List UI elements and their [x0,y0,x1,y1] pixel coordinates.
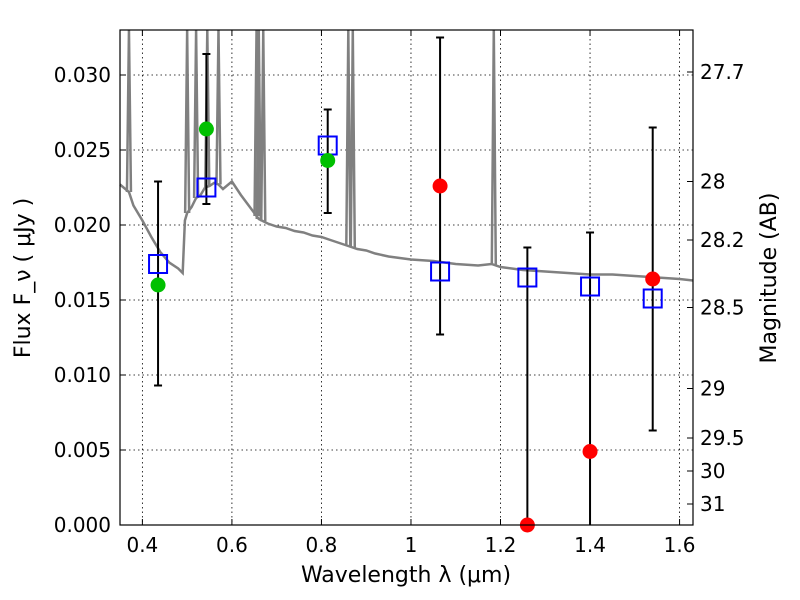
right-axis-ticks: 27.7 28 28.2 28.5 29 29.5 30 31 [687,60,745,516]
square-marker [148,254,169,274]
x-axis-label: Wavelength λ (μm) [301,563,511,588]
right-tick-label: 29.5 [700,426,745,450]
y-tick-label: 0.010 [54,363,111,387]
y-tick-label: 0.005 [54,438,111,462]
circle-marker [645,271,661,287]
square-marker [517,267,538,288]
data-markers [148,121,663,533]
square-marker [642,288,663,309]
circle-marker [198,121,214,137]
x-tick-label: 1.4 [574,533,606,557]
plot-frame [119,29,694,526]
y-tick-label: 0.000 [54,513,111,537]
right-tick-label: 28.2 [700,228,745,252]
circle-marker [432,178,448,194]
emission-spike [345,29,352,247]
circle-marker [320,153,336,168]
x-tick-label: 0.6 [216,533,248,557]
y-tick-label: 0.015 [54,288,111,312]
right-tick-label: 28.5 [700,296,745,320]
square-marker [430,261,451,282]
circle-marker [150,277,166,293]
y-tick-label: 0.030 [54,63,111,87]
right-tick-label: 28 [700,170,725,194]
x-axis-ticks: 0.4 0.6 0.8 1 1.2 1.4 1.6 [126,30,695,557]
y-axis-ticks: 0.000 0.005 0.010 0.015 0.020 0.025 0.030 [54,63,126,537]
right-tick-label: 27.7 [700,60,745,84]
emission-spike [192,29,200,199]
square-marker [580,276,601,297]
x-tick-label: 1.6 [664,533,696,557]
x-tick-label: 1.2 [485,533,517,557]
x-tick-label: 0.8 [306,533,338,557]
right-tick-label: 30 [700,459,725,483]
emission-spike [125,29,133,193]
right-tick-label: 29 [700,377,725,401]
square-marker [196,177,217,198]
right-tick-label: 31 [700,492,725,516]
emission-spike [215,29,222,185]
spectrum-layer [119,179,694,282]
emission-spike [260,29,267,222]
x-tick-label: 1 [405,533,418,557]
y-axis-label: Flux F_ν ( μJy ) [11,198,36,358]
emission-spike [349,29,357,248]
x-tick-label: 0.4 [126,533,158,557]
model-spectrum-line [119,179,694,282]
y-tick-label: 0.025 [54,138,111,162]
emission-spike [490,29,498,265]
right-axis-label: Magnitude (AB) [757,193,782,364]
circle-marker [582,444,598,459]
y-tick-label: 0.020 [54,213,111,237]
emission-spike [183,29,191,214]
